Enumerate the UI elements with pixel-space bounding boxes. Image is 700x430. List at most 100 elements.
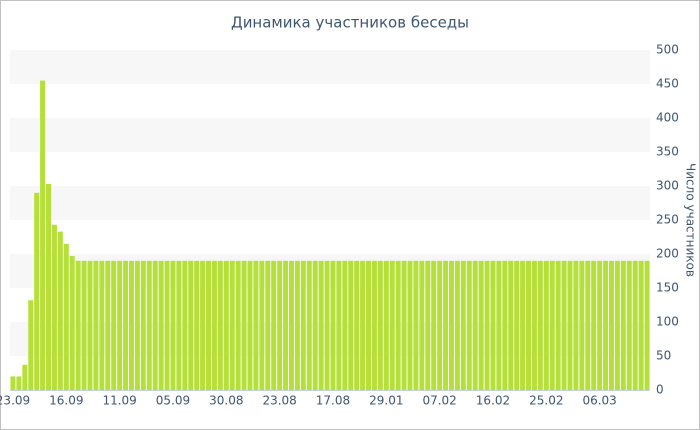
bar bbox=[22, 364, 28, 390]
bar bbox=[223, 260, 229, 390]
bar bbox=[330, 260, 336, 390]
bar bbox=[502, 260, 508, 390]
bar bbox=[448, 260, 454, 390]
bar bbox=[241, 260, 247, 390]
bar bbox=[603, 260, 609, 390]
bar bbox=[93, 260, 99, 390]
bar bbox=[389, 260, 395, 390]
bar bbox=[283, 260, 289, 390]
bar bbox=[206, 260, 212, 390]
x-tick-label: 25.02 bbox=[529, 394, 563, 408]
grid-band bbox=[10, 118, 650, 152]
bar bbox=[294, 260, 300, 390]
bar bbox=[194, 260, 200, 390]
bar bbox=[478, 260, 484, 390]
bar bbox=[608, 260, 614, 390]
bar bbox=[437, 260, 443, 390]
bar bbox=[526, 260, 532, 390]
bar bbox=[573, 260, 579, 390]
bar bbox=[413, 260, 419, 390]
bar bbox=[520, 260, 526, 390]
bar bbox=[87, 260, 93, 390]
bar bbox=[46, 183, 52, 390]
grid-band bbox=[10, 254, 650, 288]
bar bbox=[128, 260, 134, 390]
x-tick-label: 17.08 bbox=[316, 394, 350, 408]
bar bbox=[555, 260, 561, 390]
bar bbox=[443, 260, 449, 390]
x-tick-label: 29.01 bbox=[369, 394, 403, 408]
bar bbox=[123, 260, 129, 390]
y-tick-label: 0 bbox=[656, 383, 664, 397]
bar bbox=[81, 260, 87, 390]
bar bbox=[620, 260, 626, 390]
bar bbox=[407, 260, 413, 390]
bar bbox=[51, 224, 57, 390]
bar bbox=[543, 260, 549, 390]
bar bbox=[200, 260, 206, 390]
bar bbox=[366, 260, 372, 390]
bar bbox=[472, 260, 478, 390]
bar bbox=[217, 260, 223, 390]
bar bbox=[336, 260, 342, 390]
bar bbox=[288, 260, 294, 390]
bar bbox=[164, 260, 170, 390]
bar bbox=[561, 260, 567, 390]
bar bbox=[360, 260, 366, 390]
bar bbox=[182, 260, 188, 390]
bar bbox=[40, 80, 46, 390]
bar bbox=[57, 231, 63, 390]
bar bbox=[597, 260, 603, 390]
bar bbox=[626, 260, 632, 390]
bar bbox=[170, 260, 176, 390]
bar bbox=[176, 260, 182, 390]
bar bbox=[537, 260, 543, 390]
bar bbox=[105, 260, 111, 390]
grid-band bbox=[10, 186, 650, 220]
bar bbox=[69, 256, 75, 390]
x-tick-label: 23.08 bbox=[262, 394, 296, 408]
bar bbox=[140, 260, 146, 390]
bar bbox=[371, 260, 377, 390]
bar bbox=[211, 260, 217, 390]
y-tick-label: 50 bbox=[656, 349, 671, 363]
bar bbox=[638, 260, 644, 390]
bar bbox=[306, 260, 312, 390]
bar bbox=[134, 260, 140, 390]
bar bbox=[567, 260, 573, 390]
bar bbox=[490, 260, 496, 390]
bar bbox=[247, 260, 253, 390]
x-tick-label: 05.09 bbox=[156, 394, 190, 408]
bar bbox=[377, 260, 383, 390]
bar bbox=[34, 192, 40, 390]
bar bbox=[484, 260, 490, 390]
bar bbox=[16, 376, 22, 390]
bar bbox=[342, 260, 348, 390]
bar bbox=[514, 260, 520, 390]
bar bbox=[312, 260, 318, 390]
grid-band bbox=[10, 50, 650, 84]
y-tick-label: 250 bbox=[656, 213, 679, 227]
y-axis-label: Число участников bbox=[684, 163, 698, 277]
bar bbox=[277, 260, 283, 390]
bar bbox=[229, 260, 235, 390]
bar bbox=[466, 260, 472, 390]
bar bbox=[460, 260, 466, 390]
bar bbox=[431, 260, 437, 390]
bar bbox=[395, 260, 401, 390]
bar bbox=[271, 260, 277, 390]
bar bbox=[591, 260, 597, 390]
grid-band bbox=[10, 322, 650, 356]
bar bbox=[63, 243, 69, 390]
bar bbox=[324, 260, 330, 390]
bar bbox=[75, 260, 81, 390]
x-tick-label: 30.08 bbox=[209, 394, 243, 408]
bar bbox=[549, 260, 555, 390]
bar bbox=[152, 260, 158, 390]
x-tick-label: 11.09 bbox=[102, 394, 136, 408]
bar bbox=[28, 300, 34, 390]
bar bbox=[425, 260, 431, 390]
bar bbox=[632, 260, 638, 390]
